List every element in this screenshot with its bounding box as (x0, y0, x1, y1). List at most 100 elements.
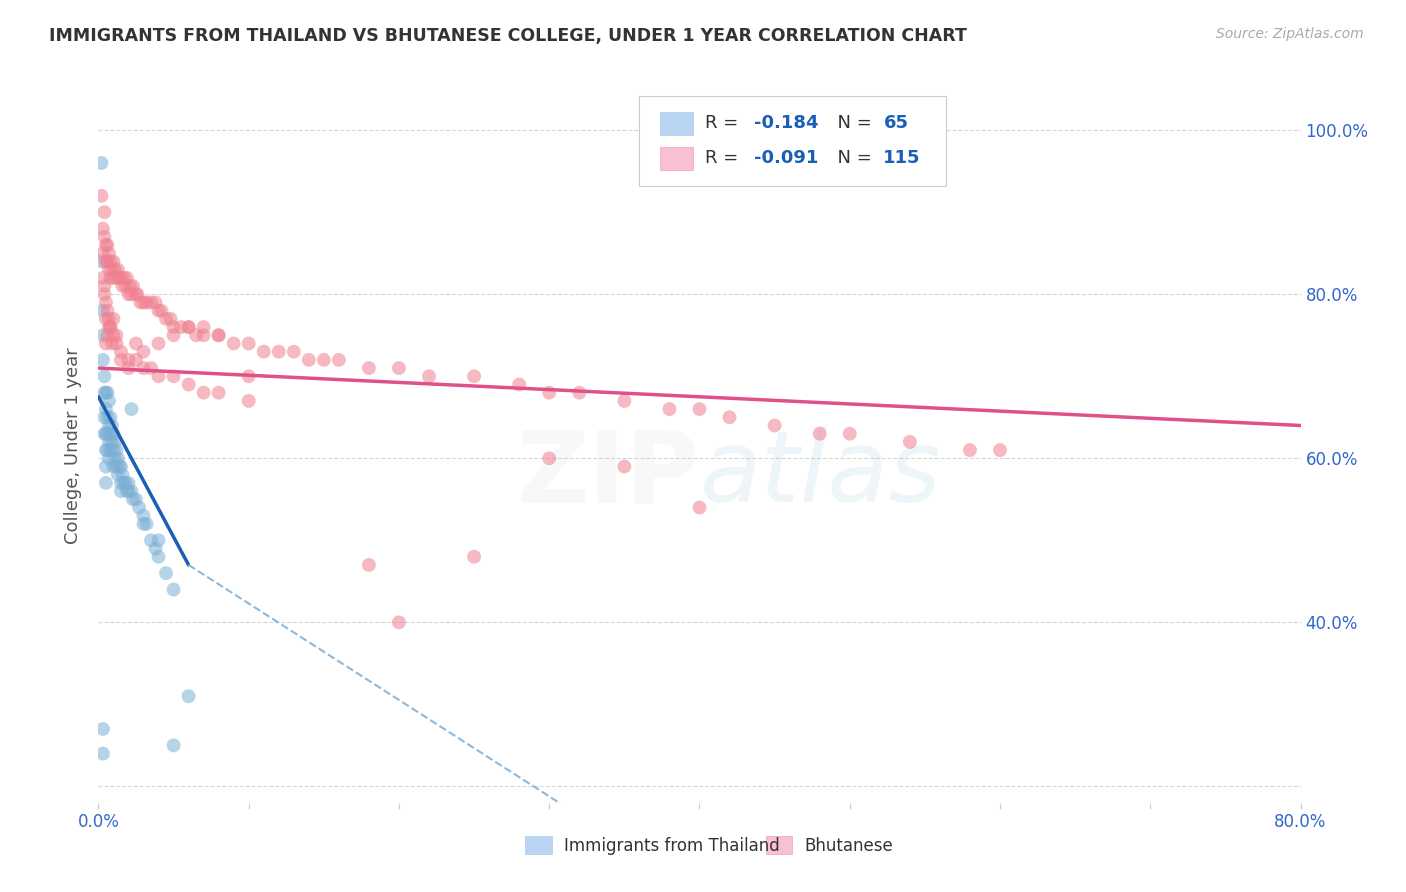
Point (90, 156, 112, 170)
Point (105, 443, 128, 458)
Point (105, 459, 128, 474)
Point (312, 352, 335, 367)
Point (177, 377, 200, 392)
Point (97, 434, 120, 449)
Point (105, 328, 128, 343)
Point (94, 459, 117, 474)
Point (357, 361, 380, 376)
Point (117, 352, 139, 367)
Point (103, 328, 125, 343)
Point (100, 426, 122, 441)
Point (107, 451, 129, 466)
Point (90, 189, 112, 203)
Point (763, 418, 786, 433)
Point (568, 385, 591, 400)
Point (193, 328, 215, 343)
Point (193, 385, 215, 400)
Point (162, 320, 184, 334)
Point (121, 484, 143, 499)
Point (122, 279, 145, 293)
Point (108, 459, 131, 474)
Point (688, 500, 710, 515)
Point (96, 385, 118, 400)
Point (94, 402, 117, 417)
Point (162, 582, 184, 597)
Point (103, 459, 125, 474)
Point (132, 508, 155, 523)
Point (959, 443, 981, 458)
Point (162, 739, 184, 753)
Point (129, 295, 152, 310)
FancyBboxPatch shape (659, 147, 693, 169)
Point (155, 566, 177, 581)
Point (222, 336, 245, 351)
Point (127, 287, 149, 301)
Point (208, 385, 231, 400)
Point (111, 467, 134, 482)
Point (148, 533, 170, 548)
Point (91, 747, 114, 761)
Point (125, 492, 148, 507)
Point (105, 270, 128, 285)
Point (145, 295, 167, 310)
Point (170, 320, 193, 334)
Point (94, 443, 117, 458)
Point (90, 254, 112, 268)
Point (132, 361, 155, 376)
Point (101, 262, 124, 277)
Point (463, 549, 485, 564)
Point (208, 328, 231, 343)
Point (184, 328, 207, 343)
Point (97, 393, 120, 408)
Point (208, 328, 231, 343)
Point (388, 361, 411, 376)
Point (100, 270, 122, 285)
Point (162, 369, 184, 384)
Point (613, 393, 636, 408)
Point (117, 475, 139, 490)
Point (388, 615, 411, 630)
Point (418, 369, 440, 384)
Point (94, 385, 117, 400)
Point (97, 418, 120, 433)
Point (117, 484, 139, 499)
Y-axis label: College, Under 1 year: College, Under 1 year (63, 348, 82, 544)
Point (101, 336, 124, 351)
Point (155, 311, 177, 326)
Point (808, 426, 831, 441)
Point (838, 426, 860, 441)
Point (91, 328, 114, 343)
Point (298, 352, 321, 367)
Point (100, 320, 122, 334)
Point (96, 410, 118, 425)
Point (107, 262, 129, 277)
Point (103, 270, 125, 285)
Point (132, 516, 155, 531)
Point (94, 295, 117, 310)
Point (104, 262, 127, 277)
Text: 115: 115 (883, 150, 921, 168)
Point (91, 270, 114, 285)
Point (111, 279, 134, 293)
Point (96, 238, 118, 252)
Point (103, 311, 125, 326)
Point (110, 270, 132, 285)
Point (267, 344, 290, 359)
Point (115, 270, 138, 285)
Point (91, 303, 114, 318)
Point (117, 287, 139, 301)
Point (132, 344, 155, 359)
Point (96, 443, 118, 458)
Point (96, 254, 118, 268)
Point (104, 451, 127, 466)
Text: Immigrants from Thailand: Immigrants from Thailand (564, 837, 779, 855)
Point (100, 410, 122, 425)
Point (110, 352, 132, 367)
Point (177, 320, 200, 334)
Point (177, 689, 200, 703)
Point (159, 311, 181, 326)
Point (112, 475, 135, 490)
Point (121, 287, 143, 301)
Point (122, 492, 145, 507)
Point (253, 344, 276, 359)
